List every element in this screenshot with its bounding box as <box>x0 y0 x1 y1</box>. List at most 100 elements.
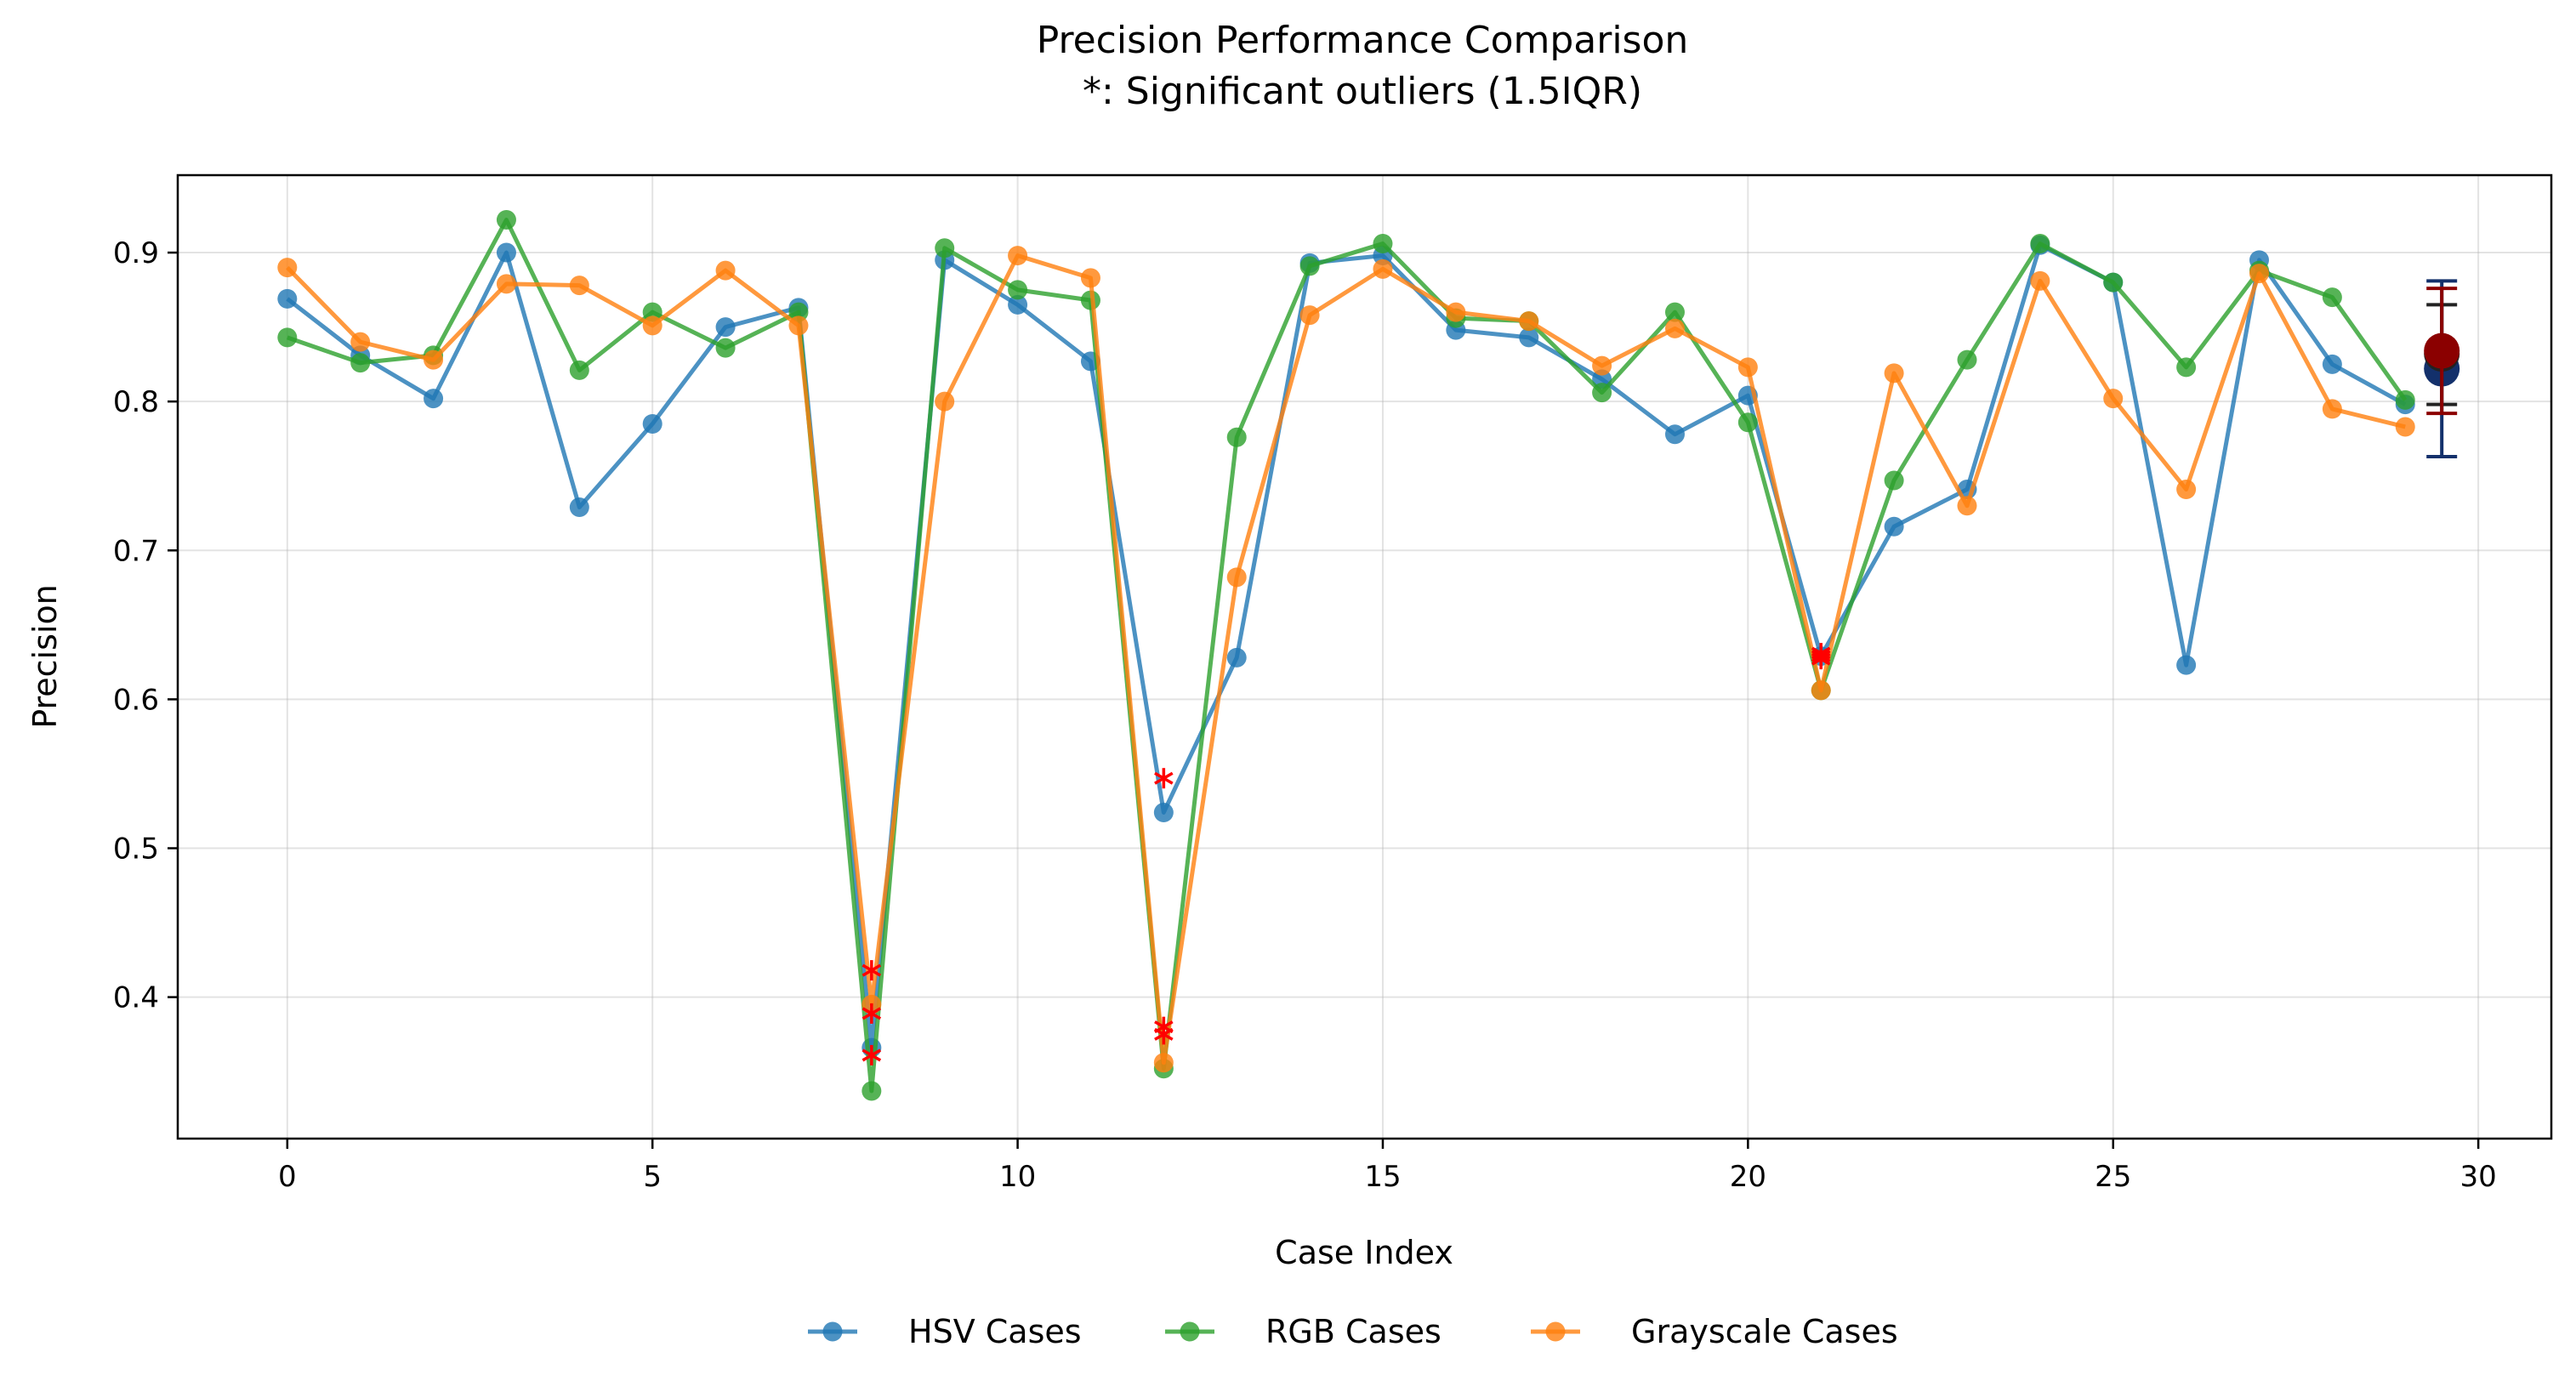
rgb-cases-point <box>1008 280 1028 300</box>
hsv-cases-point <box>569 497 589 518</box>
legend-marker <box>1180 1321 1200 1342</box>
plot-frame <box>176 173 2553 1140</box>
grayscale-cases-point <box>1664 318 1685 338</box>
rgb-cases-point <box>496 210 516 230</box>
grayscale-cases-point <box>2322 399 2342 419</box>
x-tick-label: 25 <box>2095 1160 2131 1194</box>
x-tick-label: 0 <box>278 1160 297 1194</box>
rgb-cases-point <box>2030 234 2050 254</box>
grayscale-cases-point <box>1373 259 1393 279</box>
hsv-cases-point <box>1008 294 1028 315</box>
rgb-cases-point <box>2395 389 2415 410</box>
grayscale-cases-point <box>1153 1053 1174 1073</box>
grayscale-cases-point <box>788 315 809 336</box>
legend-marker <box>1545 1321 1566 1342</box>
rgb-cases-point <box>2322 287 2342 308</box>
grayscale-cases-point <box>1957 496 1977 516</box>
rgb-cases-point <box>1664 302 1685 322</box>
outlier-stroke <box>1154 1020 1174 1034</box>
legend-item-grayscale-cases: Grayscale Cases <box>1531 1313 1898 1350</box>
y-axis-label: Precision <box>26 584 64 729</box>
grayscale-cases-point <box>1446 302 1466 322</box>
legend: HSV Cases RGB Cases Grayscale Cases <box>808 1313 1898 1350</box>
outlier-marker <box>1154 768 1174 789</box>
rgb-cases-point <box>2176 357 2197 378</box>
y-tick-label: 0.4 <box>113 981 159 1015</box>
hsv-cases-point <box>2176 655 2197 675</box>
grayscale-cases-point <box>1737 357 1758 378</box>
y-tick-label: 0.9 <box>113 236 159 270</box>
grayscale-cases-point <box>1080 268 1100 288</box>
rgb-cases-point <box>788 302 809 322</box>
x-tick-label: 20 <box>1730 1160 1766 1194</box>
hsv-cases-point <box>424 389 444 409</box>
grayscale-cases-point <box>2030 270 2050 291</box>
y-tick-label: 0.6 <box>113 683 159 717</box>
grayscale-cases-point <box>2249 264 2269 284</box>
grayscale-cases-point <box>1884 363 1904 384</box>
rgb-cases-point <box>569 360 589 380</box>
x-tick-label: 30 <box>2459 1160 2496 1194</box>
y-tick-label: 0.7 <box>113 534 159 568</box>
grayscale-cases-point <box>1519 311 1539 332</box>
rgb-cases-point <box>935 238 955 259</box>
rgb-cases-point <box>2103 272 2124 293</box>
legend-item-hsv-cases: HSV Cases <box>808 1313 1082 1350</box>
legend-label: RGB Cases <box>1265 1313 1442 1350</box>
summary-mean-point <box>2424 332 2460 369</box>
rgb-cases-point <box>1737 412 1758 433</box>
legend-label: Grayscale Cases <box>1631 1313 1898 1350</box>
rgb-cases-point <box>277 327 298 348</box>
rgb-cases-point <box>1299 256 1320 276</box>
legend-item-rgb-cases: RGB Cases <box>1165 1313 1442 1350</box>
grayscale-cases-point <box>277 258 298 278</box>
rgb-cases-point <box>1957 349 1977 370</box>
outlier-stroke <box>862 1048 882 1062</box>
hsv-cases-point <box>715 317 736 338</box>
rgb-cases-point <box>1592 383 1612 403</box>
rgb-cases-point <box>1884 470 1904 491</box>
hsv-cases-point <box>1226 647 1247 668</box>
y-tick-label: 0.5 <box>113 832 159 866</box>
outlier-marker <box>1811 649 1831 670</box>
grayscale-cases-point <box>2176 479 2197 499</box>
hsv-cases-point <box>1519 327 1539 348</box>
grayscale-cases-point <box>350 332 371 352</box>
grayscale-cases-point <box>935 391 955 412</box>
rgb-cases-point <box>1373 234 1393 254</box>
rgb-cases-point <box>350 353 371 373</box>
grayscale-cases-point <box>2103 389 2124 409</box>
grayscale-cases-point <box>424 349 444 370</box>
grayscale-cases-point <box>569 276 589 296</box>
outlier-marker <box>862 960 882 981</box>
legend-label: HSV Cases <box>908 1313 1082 1350</box>
x-tick-label: 5 <box>643 1160 662 1194</box>
x-axis-label: Case Index <box>1275 1234 1453 1271</box>
rgb-cases-point <box>642 302 662 322</box>
grayscale-cases-point <box>715 260 736 281</box>
outlier-stroke <box>862 1007 882 1020</box>
x-tick-label: 10 <box>999 1160 1036 1194</box>
rgb-cases-point <box>1226 427 1247 447</box>
outlier-stroke <box>1811 652 1831 666</box>
grayscale-cases-point <box>2395 417 2415 437</box>
grayscale-cases-point <box>642 315 662 336</box>
grayscale-cases-point <box>1008 246 1028 266</box>
chart-title: Precision Performance Comparison <box>1037 19 1689 62</box>
summary-errorbar <box>2424 287 2460 416</box>
grayscale-cases-point <box>496 274 516 294</box>
rgb-cases-point <box>862 1081 882 1101</box>
outlier-marker <box>862 1003 882 1024</box>
outlier-marker <box>1154 1016 1174 1037</box>
rgb-cases-point <box>715 338 736 358</box>
outlier-marker <box>862 1044 882 1065</box>
hsv-cases-point <box>1664 424 1685 445</box>
hsv-cases-point <box>277 288 298 309</box>
grayscale-cases-point <box>1592 355 1612 376</box>
x-tick-label: 15 <box>1364 1160 1401 1194</box>
axis-ticks: 0 5 10 15 20 25 30 0.4 0.5 0.6 0.7 0.8 0.9 <box>113 236 2497 1194</box>
grayscale-cases-point <box>1299 305 1320 326</box>
plot-series <box>277 210 2415 1101</box>
rgb-cases-line <box>286 218 2408 1094</box>
